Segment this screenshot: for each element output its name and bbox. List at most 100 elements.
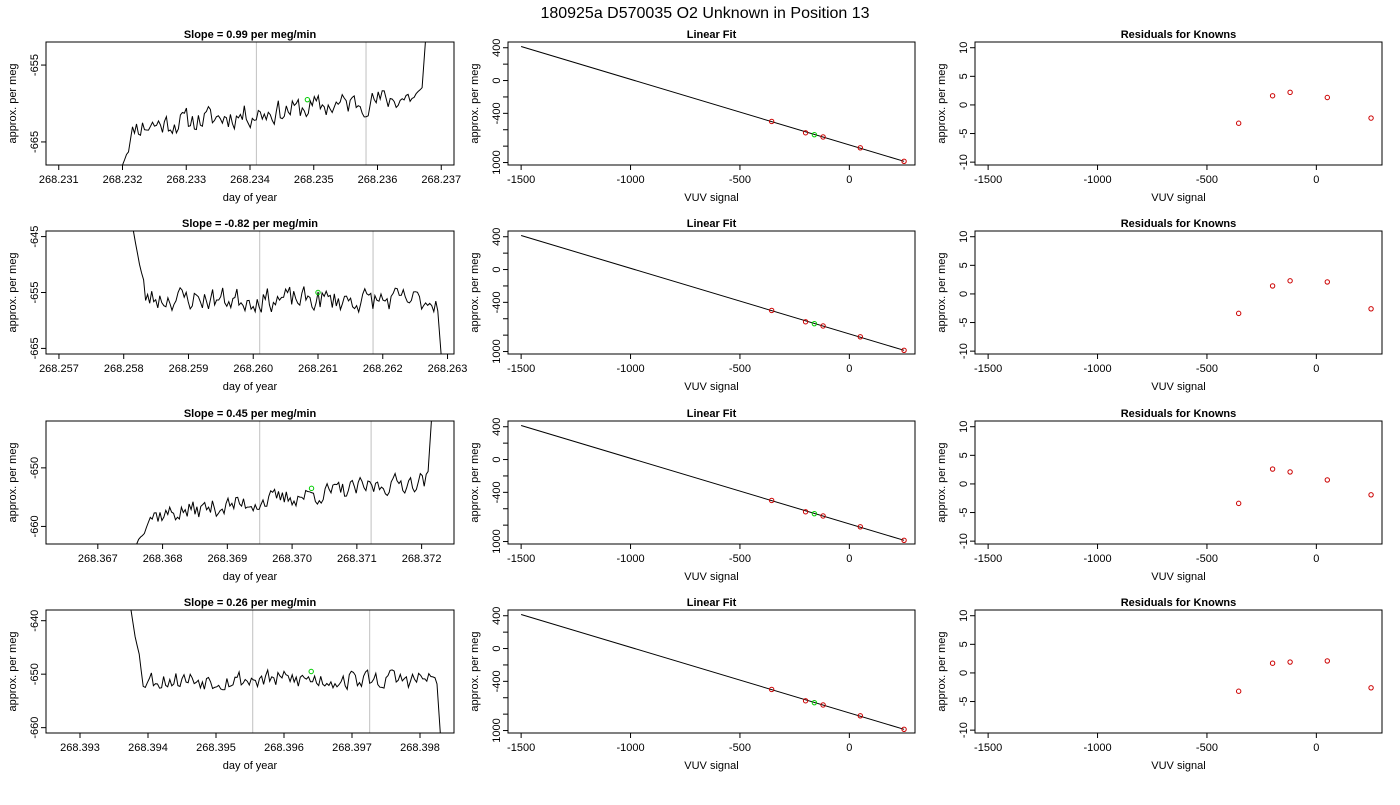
panel-title: Linear Fit — [687, 597, 737, 609]
plot-area — [1235, 278, 1374, 317]
known-point — [802, 509, 809, 515]
unknown-point — [811, 320, 818, 327]
x-tick-label: 268.236 — [358, 174, 398, 186]
panel-title: Linear Fit — [687, 29, 737, 41]
y-tick-label: 0 — [958, 481, 970, 487]
known-point — [1287, 469, 1293, 475]
y-tick-label: 0 — [491, 456, 503, 462]
plot-area — [520, 46, 907, 165]
known-point — [1235, 310, 1242, 317]
x-tick-label: -1500 — [507, 174, 535, 186]
panel-title: Linear Fit — [687, 218, 737, 230]
plot-frame — [974, 609, 1383, 734]
y-axis-label: approx. per meg — [936, 252, 948, 332]
panel-title: Residuals for Knowns — [1121, 29, 1237, 41]
x-tick-label: 0 — [846, 742, 852, 754]
panel-r3c0: Slope = 0.26 per meg/min 268.393 268.394 26… — [7, 597, 455, 772]
known-point — [802, 698, 809, 704]
known-point — [1235, 120, 1242, 126]
y-axis-label: approx. per meg — [936, 63, 948, 143]
x-axis-label: day of year — [223, 381, 278, 393]
plot-frame — [45, 41, 455, 166]
x-tick-label: 0 — [846, 363, 852, 375]
known-point — [1324, 477, 1330, 483]
x-tick-label: 268.235 — [294, 174, 334, 186]
known-point — [1368, 306, 1374, 312]
x-axis-label: day of year — [223, 192, 278, 204]
y-tick-label: -10 — [958, 343, 970, 359]
unknown-point — [811, 699, 818, 706]
x-tick-label: 268.368 — [143, 553, 183, 565]
y-axis-label: approx. per meg — [7, 631, 19, 711]
known-point — [1235, 500, 1242, 507]
x-tick-label: 0 — [1313, 553, 1319, 565]
x-tick-label: -500 — [729, 363, 751, 375]
x-tick-label: 268.234 — [230, 174, 270, 186]
x-tick-label: -1500 — [974, 363, 1002, 375]
x-tick-label: -500 — [1196, 553, 1218, 565]
y-tick-label: -10 — [958, 154, 970, 170]
plot-frame — [45, 230, 455, 355]
known-point — [857, 334, 863, 340]
y-tick-label: 0 — [958, 102, 970, 108]
x-tick-label: 268.261 — [298, 363, 338, 375]
plot-frame — [507, 230, 916, 355]
panel-r2c1: Linear Fit -1500 -1000 -500 0 400 0 -400 1000 VUV… — [469, 408, 916, 583]
fit-line — [520, 614, 905, 730]
y-tick-label: -5 — [958, 129, 970, 139]
known-point — [901, 158, 907, 165]
unknown-point — [315, 289, 321, 296]
x-tick-label: 0 — [846, 174, 852, 186]
panel-title: Slope = 0.99 per meg/min — [184, 29, 317, 41]
x-axis-label: VUV signal — [684, 760, 738, 772]
y-tick-label: -400 — [491, 291, 503, 313]
y-tick-label: 1000 — [491, 529, 503, 553]
known-point — [1368, 492, 1374, 498]
y-axis-label: approx. per meg — [7, 252, 19, 332]
unknown-point — [811, 510, 818, 517]
x-axis-label: VUV signal — [684, 571, 738, 583]
x-tick-label: -1000 — [616, 363, 644, 375]
y-tick-label: 10 — [958, 231, 970, 243]
signal-trace — [130, 610, 441, 733]
x-tick-label: 268.258 — [104, 363, 144, 375]
y-axis-label: approx. per meg — [7, 442, 19, 522]
known-point — [1368, 685, 1374, 691]
fit-line — [520, 235, 905, 351]
x-tick-label: 0 — [1313, 363, 1319, 375]
x-tick-label: -500 — [1196, 174, 1218, 186]
known-point — [768, 118, 775, 125]
x-tick-label: -1500 — [974, 742, 1002, 754]
y-tick-label: 1000 — [491, 718, 503, 742]
y-tick-label: -640 — [29, 610, 41, 632]
plot-area — [122, 42, 426, 165]
y-tick-label: 5 — [958, 73, 970, 79]
y-tick-label: -655 — [29, 281, 41, 303]
known-point — [1287, 278, 1293, 284]
y-axis-label: approx. per meg — [469, 252, 481, 332]
y-tick-label: -400 — [491, 481, 503, 503]
known-point — [901, 347, 907, 354]
panel-r0c1: Linear Fit -1500 -1000 -500 0 400 0 -400 1000 VUV… — [469, 29, 916, 204]
x-tick-label: -1000 — [1083, 363, 1111, 375]
unknown-point — [304, 96, 311, 103]
signal-trace — [132, 231, 442, 354]
known-point — [1324, 94, 1330, 101]
y-tick-label: -10 — [958, 722, 970, 738]
unknown-point — [308, 485, 315, 492]
x-tick-label: 268.263 — [428, 363, 468, 375]
y-tick-label: 400 — [491, 39, 503, 57]
known-point — [1269, 660, 1276, 666]
panel-r2c0: Slope = 0.45 per meg/min 268.367 268.368 26… — [7, 408, 455, 583]
x-tick-label: 268.257 — [39, 363, 79, 375]
x-tick-label: -500 — [1196, 742, 1218, 754]
plot-frame — [974, 230, 1383, 355]
x-axis-label: VUV signal — [684, 192, 738, 204]
x-tick-label: -1000 — [616, 174, 644, 186]
x-axis-label: day of year — [223, 571, 278, 583]
known-point — [1287, 89, 1293, 96]
y-tick-label: -5 — [958, 508, 970, 518]
unknown-point — [308, 668, 314, 675]
x-tick-label: -500 — [729, 553, 751, 565]
